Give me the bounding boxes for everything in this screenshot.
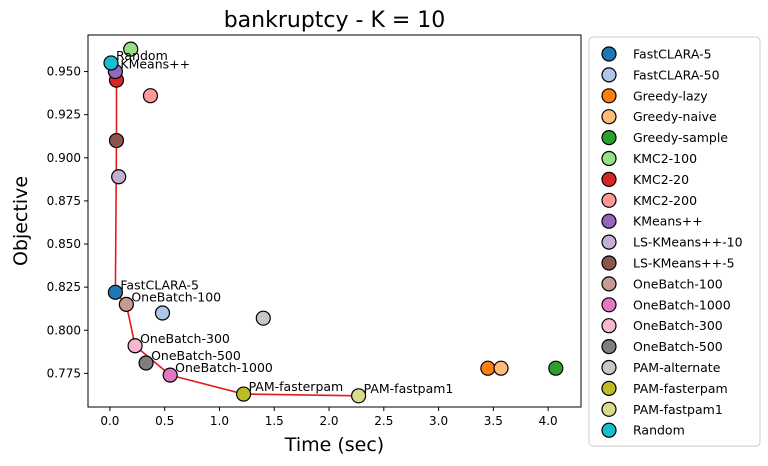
- x-tick-label: 3.5: [484, 414, 503, 428]
- point-random: [103, 55, 119, 71]
- legend-label-greedy-sample: Greedy-sample: [633, 130, 728, 145]
- point-pam-fastpam1: [351, 388, 367, 404]
- legend-label-onebatch-1000: OneBatch-1000: [633, 297, 731, 312]
- legend-marker-onebatch-100: [601, 276, 617, 292]
- legend-label-kmc2-200: KMC2-200: [633, 193, 697, 208]
- point-kmc2-200: [142, 88, 159, 104]
- legend-label-fastclara-50: FastCLARA-50: [633, 67, 720, 82]
- plot-frame: [87, 34, 582, 408]
- data-points: [103, 41, 564, 404]
- y-tick-label: 0.950: [47, 65, 81, 79]
- y-tick-label: 0.925: [47, 108, 81, 122]
- legend-items: FastCLARA-5 FastCLARA-50 Greedy-lazy Greedy…: [601, 46, 743, 438]
- legend: FastCLARA-5 FastCLARA-50 Greedy-lazy Greedy…: [588, 36, 761, 447]
- legend-label-pam-alternate: PAM-alternate: [633, 360, 721, 375]
- legend-label-fastclara-5: FastCLARA-5: [633, 47, 712, 62]
- legend-label-onebatch-300: OneBatch-300: [633, 318, 723, 333]
- legend-marker-pam-fasterpam: [601, 380, 617, 396]
- legend-label-pam-fastpam1: PAM-fastpam1: [633, 402, 723, 417]
- x-tick-label: 0.0: [100, 414, 119, 428]
- legend-marker-onebatch-1000: [601, 297, 617, 313]
- legend-marker-random: [601, 422, 617, 438]
- legend-marker-kmc2-100: [601, 150, 617, 167]
- x-tick-label: 4.0: [539, 414, 558, 428]
- legend-marker-fastclara-5: [601, 46, 617, 62]
- legend-label-kmc2-20: KMC2-20: [633, 172, 689, 187]
- annotation-onebatch-500: OneBatch-500: [151, 348, 241, 363]
- y-tick-label: 0.825: [47, 280, 81, 294]
- legend-marker-kmc2-200: [601, 192, 617, 208]
- legend-label-kmeans-: KMeans++: [633, 214, 703, 229]
- x-tick-label: 1.0: [210, 414, 229, 428]
- annotation-onebatch-300: OneBatch-300: [140, 331, 230, 346]
- legend-marker-fastclara-50: [601, 67, 617, 83]
- legend-label-pam-fasterpam: PAM-fasterpam: [633, 381, 728, 396]
- legend-label-greedy-lazy: Greedy-lazy: [633, 88, 708, 103]
- y-axis-title: Objective: [10, 176, 32, 266]
- legend-marker-pam-alternate: [601, 359, 617, 376]
- legend-frame: [588, 36, 761, 447]
- legend-marker-ls-kmeans-5: [601, 255, 617, 271]
- plot-area: 0.0 0.5 1.0 1.5 2.0 2.5 3.0 3.5 4.0 0.7750.8000.…: [47, 34, 582, 428]
- y-tick-label: 0.800: [47, 323, 81, 337]
- y-tick-label: 0.875: [47, 194, 81, 208]
- legend-marker-greedy-lazy: [601, 88, 617, 104]
- legend-marker-kmc2-20: [601, 171, 617, 187]
- point-greedy-sample: [548, 360, 564, 376]
- legend-label-onebatch-100: OneBatch-100: [633, 276, 723, 291]
- point-greedy-naive: [493, 360, 509, 376]
- annotation-onebatch-1000: OneBatch-1000: [175, 360, 273, 375]
- point-fastclara-5: [107, 284, 123, 300]
- point-onebatch-300: [127, 338, 143, 354]
- point-fastclara-50: [154, 305, 171, 321]
- annotation-random: Random: [116, 48, 168, 63]
- annotation-pam-fastpam1: PAM-fastpam1: [364, 381, 454, 396]
- chart-title: bankruptcy - K = 10: [224, 8, 446, 33]
- point-ls-kmeans-5: [108, 132, 125, 149]
- y-axis-ticks: 0.775 0.800 0.825 0.850 0.875 0.900 0.925 0.950: [47, 65, 88, 380]
- point-pam-alternate: [255, 310, 271, 326]
- x-axis-title: Time (sec): [284, 434, 384, 456]
- x-tick-label: 1.5: [265, 414, 284, 428]
- legend-label-onebatch-500: OneBatch-500: [633, 339, 723, 354]
- point-ls-kmeans-10: [111, 169, 127, 185]
- x-tick-label: 2.5: [374, 414, 393, 428]
- y-tick-label: 0.775: [47, 366, 81, 380]
- point-greedy-lazy: [480, 360, 496, 376]
- legend-marker-onebatch-500: [601, 339, 617, 355]
- annotation-onebatch-100: OneBatch-100: [131, 289, 221, 304]
- legend-label-ls-kmeans-5: LS-KMeans++-5: [633, 256, 735, 271]
- point-onebatch-100: [118, 296, 134, 312]
- y-tick-label: 0.850: [47, 237, 81, 251]
- y-tick-label: 0.900: [47, 151, 81, 165]
- legend-marker-onebatch-300: [601, 318, 617, 334]
- legend-marker-greedy-sample: [601, 130, 617, 146]
- x-tick-label: 3.0: [429, 414, 448, 428]
- pareto-front-line: [110, 62, 359, 397]
- x-axis-ticks: 0.0 0.5 1.0 1.5 2.0 2.5 3.0 3.5 4.0: [100, 407, 558, 428]
- legend-label-random: Random: [633, 423, 685, 438]
- x-tick-label: 2.0: [319, 414, 338, 428]
- annotation-fastclara-5: FastCLARA-5: [120, 277, 199, 292]
- point-onebatch-1000: [162, 367, 178, 383]
- legend-label-greedy-naive: Greedy-naive: [633, 109, 717, 124]
- legend-marker-greedy-naive: [601, 109, 617, 125]
- point-pam-fasterpam: [235, 386, 252, 402]
- legend-label-kmc2-100: KMC2-100: [633, 151, 697, 166]
- legend-label-ls-kmeans-10: LS-KMeans++-10: [633, 235, 743, 250]
- x-tick-label: 0.5: [155, 414, 174, 428]
- legend-marker-pam-fastpam1: [601, 401, 617, 417]
- annotation-pam-fasterpam: PAM-fasterpam: [249, 379, 344, 394]
- legend-marker-kmeans-: [601, 213, 617, 229]
- annotation-kmeans-: KMeans++: [120, 57, 190, 72]
- legend-marker-ls-kmeans-10: [601, 234, 617, 250]
- point-kmc2-100: [123, 41, 139, 57]
- point-onebatch-500: [138, 355, 154, 371]
